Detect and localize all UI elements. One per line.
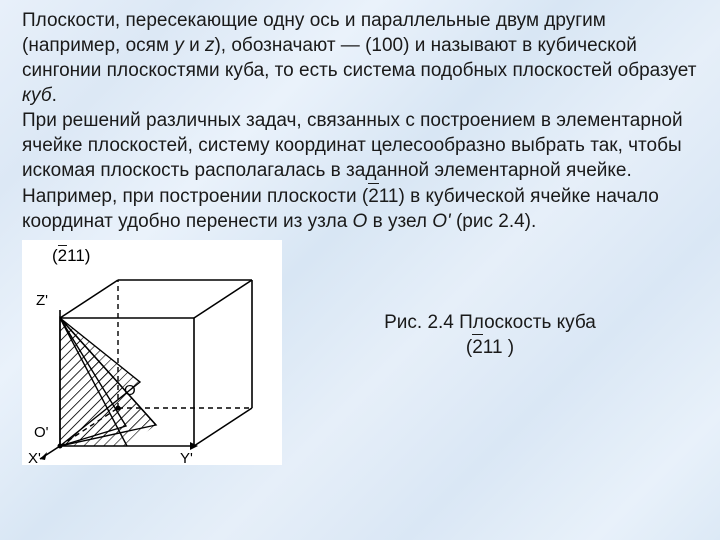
cube-diagram <box>22 240 282 465</box>
paragraph-2: При решений различных задач, связанных с… <box>22 108 698 233</box>
paragraph-1: Плоскости, пересекающие одну ось и парал… <box>22 8 698 108</box>
axis-x-label: X' <box>28 450 41 467</box>
p2-Op: О' <box>432 211 450 232</box>
p1-y: y <box>174 35 184 56</box>
caption-line1: Рис. 2.4 Плоскость куба <box>384 312 596 333</box>
caption-rest: 11 ) <box>483 337 514 358</box>
p2-O: О <box>353 211 368 232</box>
figure-box: (211) Z' O O' X' Y' <box>22 240 282 465</box>
slide-content: Плоскости, пересекающие одну ось и парал… <box>0 0 720 465</box>
p1-b: и <box>184 35 205 56</box>
axis-y-label: Y' <box>180 450 193 467</box>
p2-bar2: 2 <box>368 184 379 209</box>
p2-c: в узел <box>367 211 432 232</box>
origin-Oprime-label: O' <box>34 424 49 441</box>
p1-d: . <box>52 85 57 106</box>
axis-z-label: Z' <box>36 292 48 309</box>
origin-O-label: O <box>124 382 136 399</box>
figure-row: (211) Z' O O' X' Y' Рис. 2.4 Плоскость к… <box>22 240 698 465</box>
caption-bar: 2 <box>472 335 483 360</box>
plane-label: (211) <box>52 246 90 266</box>
p2-d: (рис 2.4). <box>451 211 537 232</box>
figure-caption: Рис. 2.4 Плоскость куба (211 ) <box>282 240 698 360</box>
p1-cube: куб <box>22 85 52 106</box>
